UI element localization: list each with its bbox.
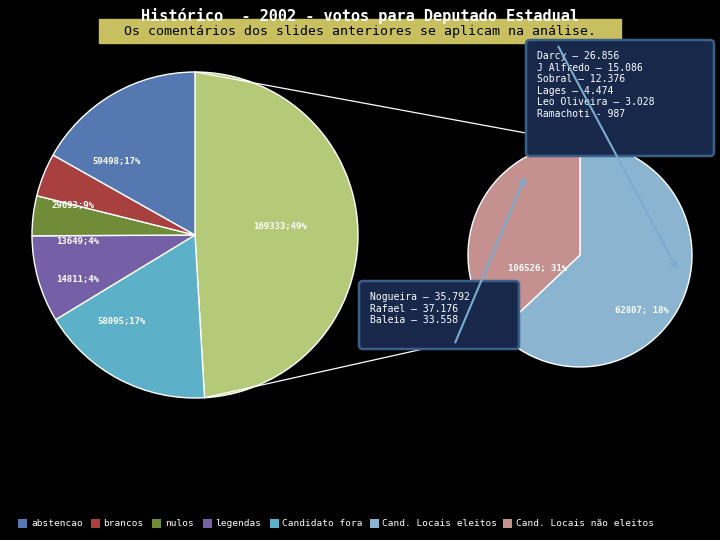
Wedge shape [37,155,195,235]
Wedge shape [468,143,580,332]
FancyBboxPatch shape [99,19,621,43]
Wedge shape [32,195,195,236]
Text: 169333;49%: 169333;49% [253,222,307,231]
Bar [91,519,99,528]
Wedge shape [195,72,358,398]
Text: Candidato fora: Candidato fora [282,519,363,529]
Text: brancos: brancos [104,519,144,529]
Text: abstencao: abstencao [31,519,83,529]
Wedge shape [55,235,204,398]
Bar [152,519,161,528]
Text: Nogueira – 35.792
Rafael – 37.176
Baleia – 33.558: Nogueira – 35.792 Rafael – 37.176 Baleia… [370,292,470,325]
Text: 29693;9%: 29693;9% [51,201,94,210]
Bar [202,519,212,528]
Text: 106526; 31%: 106526; 31% [508,264,567,273]
Bar [18,519,27,528]
Wedge shape [53,72,195,235]
Text: Histórico  - 2002 - votos para Deputado Estadual: Histórico - 2002 - votos para Deputado E… [141,8,579,24]
Wedge shape [32,235,195,320]
FancyBboxPatch shape [359,281,519,349]
Bar [369,519,379,528]
Text: nulos: nulos [165,519,194,529]
Text: Cand. Locais eleitos: Cand. Locais eleitos [382,519,498,529]
Text: 14811;4%: 14811;4% [56,274,99,284]
Text: Cand. Locais não eleitos: Cand. Locais não eleitos [516,519,654,529]
FancyBboxPatch shape [526,40,714,156]
Text: Os comentários dos slides anteriores se aplicam na análise.: Os comentários dos slides anteriores se … [124,24,596,37]
Bar [269,519,279,528]
Text: legendas: legendas [215,519,261,529]
Bar [503,519,511,528]
Text: 58095;17%: 58095;17% [97,317,146,326]
Text: Darcy – 26.856
J Alfredo – 15.086
Sobral – 12.376
Lages – 4.474
Leo Oliveira – 3: Darcy – 26.856 J Alfredo – 15.086 Sobral… [537,51,654,119]
Wedge shape [499,143,692,367]
Text: 13649;4%: 13649;4% [56,237,99,246]
Text: 59498;17%: 59498;17% [93,157,141,166]
Text: 62807; 18%: 62807; 18% [615,307,668,315]
